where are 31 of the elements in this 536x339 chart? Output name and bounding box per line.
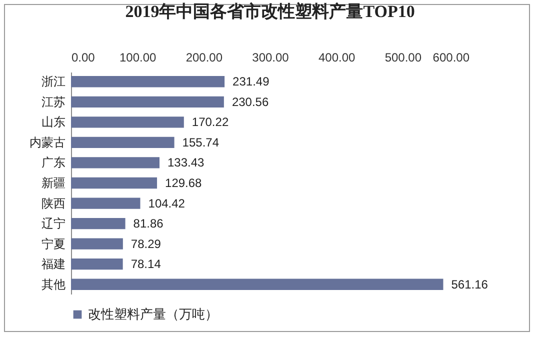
x-tick-label: 400.00 bbox=[318, 50, 356, 64]
y-tick-label: 浙江 bbox=[42, 74, 66, 89]
data-label: 230.56 bbox=[232, 94, 269, 109]
data-label: 104.42 bbox=[148, 196, 186, 210]
legend-label: 改性塑料产量（万吨） bbox=[88, 306, 218, 322]
data-label: 133.43 bbox=[168, 156, 205, 170]
chart-title: 2019年中国各省市改性塑料产量TOP10 bbox=[125, 1, 415, 21]
data-label: 231.49 bbox=[232, 74, 270, 89]
x-tick-label: 600.00 bbox=[432, 50, 470, 64]
y-tick-label: 辽宁 bbox=[42, 216, 66, 231]
x-tick-label: 100.00 bbox=[119, 50, 157, 64]
data-label: 170.22 bbox=[192, 115, 229, 130]
x-tick-label: 200.00 bbox=[186, 50, 223, 64]
data-label: 155.74 bbox=[182, 135, 220, 150]
y-tick-label: 新疆 bbox=[42, 176, 66, 190]
x-tick-label: 300.00 bbox=[252, 50, 290, 64]
y-tick-label: 宁夏 bbox=[42, 236, 66, 251]
y-tick-label: 其他 bbox=[42, 277, 66, 292]
data-label: 81.86 bbox=[133, 216, 164, 231]
data-label: 78.14 bbox=[130, 257, 162, 272]
y-tick-label: 江苏 bbox=[42, 94, 66, 109]
y-tick-label: 福建 bbox=[42, 257, 66, 272]
y-tick-label: 内蒙古 bbox=[30, 135, 66, 150]
y-tick-label: 山东 bbox=[42, 115, 66, 130]
y-tick-label: 陕西 bbox=[42, 196, 66, 210]
data-label: 561.16 bbox=[451, 277, 488, 292]
data-label: 129.68 bbox=[165, 176, 202, 190]
x-tick-label: 0.00 bbox=[72, 50, 96, 64]
y-tick-label: 广东 bbox=[42, 156, 66, 170]
x-tick-label: 500.00 bbox=[384, 50, 422, 64]
data-label: 78.29 bbox=[130, 236, 162, 251]
